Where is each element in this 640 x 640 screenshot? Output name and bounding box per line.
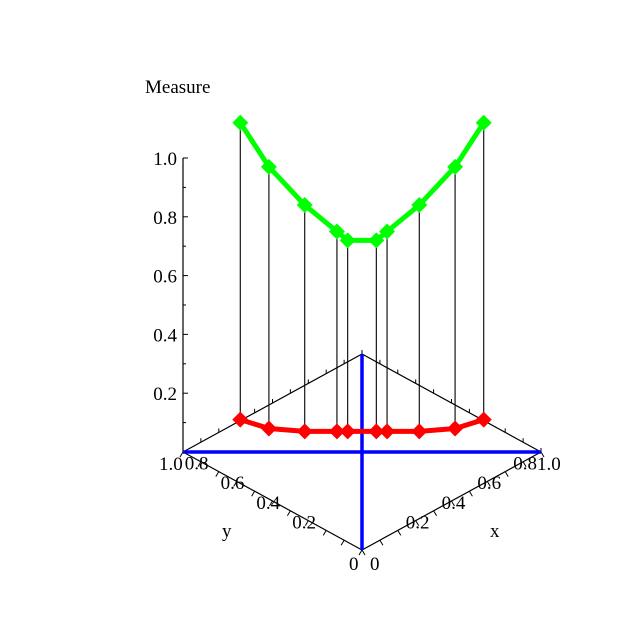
y-tick [358,549,363,556]
x-tick-label: 0.4 [442,493,466,514]
series-0-marker [368,232,385,249]
z-tick-label: 1.0 [153,149,177,170]
y-tick-label: 0.6 [221,473,245,494]
series-0-marker [475,114,492,131]
y-tick [286,510,291,517]
series-0-marker [339,232,356,249]
series-1-marker [368,423,385,440]
y-tick [179,451,184,458]
x-tick [486,481,491,487]
x-tick-label: 0.6 [477,473,501,494]
y-tick-label: 0 [349,554,359,575]
x-tick-label: 0 [370,554,380,575]
x-tick [468,490,473,497]
x-tick [397,530,402,536]
x-tick [451,500,455,507]
z-tick-label: 0.2 [153,384,177,405]
y-tick-label: 0.8 [185,454,209,475]
y-tick [269,500,273,507]
y-tick [304,520,309,526]
x-tick [504,471,509,477]
x-tick-label: 0.2 [406,512,430,533]
x-tick [361,549,366,556]
x-tick [433,510,438,517]
x-tick-label: 0.8 [513,454,537,475]
series-1-marker [447,420,464,437]
series-0-marker [411,197,428,214]
x-tick [540,451,545,458]
z-axis-label: Measure [145,77,210,98]
y-tick [251,490,256,497]
y-tick [233,481,238,487]
series-1-marker [379,423,396,440]
x-tick [522,461,527,468]
x-axis-label: x [490,521,500,542]
series-1-marker [260,420,277,437]
series-0-marker [328,223,345,240]
y-tick [197,461,202,468]
series-0-marker [260,158,277,175]
z-tick-label: 0.4 [153,325,177,346]
series-1-marker [328,423,345,440]
x-tick [415,520,420,526]
y-tick-label: 0.2 [292,512,316,533]
y-tick [322,530,327,536]
y-tick-label: 0.4 [256,493,280,514]
series-0-marker [379,223,396,240]
series-line-1 [239,417,485,434]
series-1-marker [411,423,428,440]
x-tick [379,539,384,546]
y-axis-label: y [222,521,232,542]
x-tick-label: 1.0 [537,454,561,475]
series-line-0 [238,121,486,243]
z-tick-label: 0.6 [153,267,177,288]
y-tick [340,539,345,546]
z-tick-label: 0.8 [153,208,177,229]
y-tick [215,471,220,477]
y-tick-label: 1.0 [159,454,183,475]
series-1-marker [232,411,249,428]
series-1-marker [339,423,356,440]
series-0-marker [296,197,313,214]
series-1-marker [475,411,492,428]
series-0-marker [232,114,249,131]
series-1-marker [296,423,313,440]
series-0-marker [447,158,464,175]
